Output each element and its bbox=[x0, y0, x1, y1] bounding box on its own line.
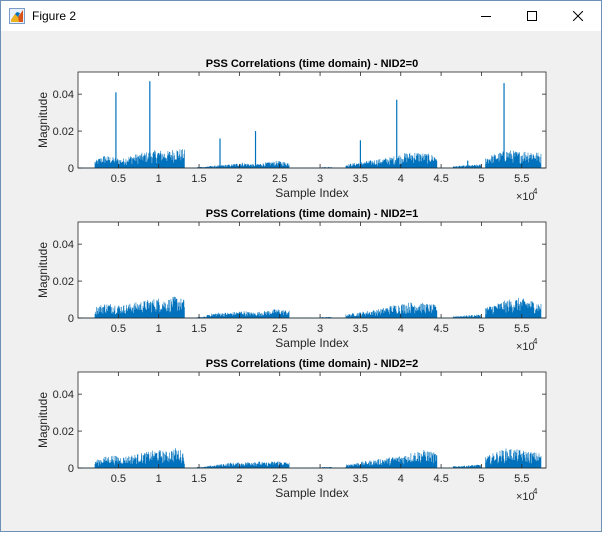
y-axis-label: Magnitude bbox=[36, 92, 50, 148]
x-tick-label: 4 bbox=[398, 323, 404, 335]
window-title: Figure 2 bbox=[32, 9, 77, 23]
plot-area bbox=[78, 222, 546, 318]
y-tick-label: 0.04 bbox=[53, 389, 74, 401]
axes-2[interactable]: 0.5 1 1.5 2 2.5 3 3.5 4 4.5 5 5.5 0 0.02 0.04 PSS Corr… bbox=[36, 358, 547, 503]
x-tick-label: 1.5 bbox=[191, 173, 206, 185]
x-axis-label: Sample Index bbox=[275, 186, 348, 200]
maximize-icon bbox=[527, 11, 537, 21]
title-bar[interactable]: Figure 2 bbox=[1, 1, 601, 31]
series-line bbox=[94, 296, 542, 318]
x-tick-label: 2 bbox=[236, 173, 242, 185]
x-tick-label: 3 bbox=[317, 473, 323, 485]
plot-area bbox=[78, 372, 546, 468]
x-tick-label: 3 bbox=[317, 323, 323, 335]
y-tick-label: 0.02 bbox=[53, 126, 74, 138]
y-tick-label: 0.04 bbox=[53, 239, 74, 251]
y-axis-label: Magnitude bbox=[36, 392, 50, 448]
plot-area bbox=[78, 72, 546, 168]
axes-box bbox=[77, 71, 547, 169]
x-tick-label: 1.5 bbox=[191, 323, 206, 335]
x-tick-label: 2.5 bbox=[272, 473, 287, 485]
x-tick-label: 2.5 bbox=[272, 323, 287, 335]
x-tick-label: 1.5 bbox=[191, 473, 206, 485]
figure-canvas[interactable]: 0.5 1 1.5 2 2.5 3 3.5 4 4.5 5 5.5 0 0.02 0.04 PSS Corr… bbox=[2, 31, 600, 530]
x-tick-label: 4.5 bbox=[433, 173, 448, 185]
minimize-button[interactable] bbox=[463, 1, 509, 31]
maximize-button[interactable] bbox=[509, 1, 555, 31]
x-tick-label: 3 bbox=[317, 173, 323, 185]
series-line bbox=[94, 149, 542, 168]
x-exponent-label: ×10 bbox=[516, 341, 535, 353]
y-tick-label: 0.02 bbox=[53, 426, 74, 438]
y-tick-label: 0.04 bbox=[53, 89, 74, 101]
x-tick-label: 4.5 bbox=[433, 473, 448, 485]
x-tick-label: 5 bbox=[478, 323, 484, 335]
x-tick-label: 4.5 bbox=[433, 323, 448, 335]
x-tick-label: 2.5 bbox=[272, 173, 287, 185]
x-tick-label: 3.5 bbox=[353, 473, 368, 485]
axes-0[interactable]: 0.5 1 1.5 2 2.5 3 3.5 4 4.5 5 5.5 0 0.02 0.04 PSS Corr… bbox=[36, 58, 547, 203]
x-tick-label: 4 bbox=[398, 473, 404, 485]
x-tick-label: 3.5 bbox=[353, 173, 368, 185]
x-tick-label: 1 bbox=[156, 173, 162, 185]
x-tick-label: 0.5 bbox=[111, 473, 126, 485]
x-tick-label: 2 bbox=[236, 473, 242, 485]
y-tick-label: 0 bbox=[68, 463, 74, 475]
x-exponent-power: 4 bbox=[533, 337, 538, 346]
x-tick-label: 5.5 bbox=[514, 173, 529, 185]
x-exponent-label: ×10 bbox=[516, 491, 535, 503]
x-tick-label: 5 bbox=[478, 173, 484, 185]
x-tick-label: 1 bbox=[156, 473, 162, 485]
y-tick-label: 0 bbox=[68, 313, 74, 325]
x-exponent-label: ×10 bbox=[516, 191, 535, 203]
y-tick-label: 0.02 bbox=[53, 276, 74, 288]
x-tick-label: 3.5 bbox=[353, 323, 368, 335]
minimize-icon bbox=[481, 11, 491, 21]
axes-title: PSS Correlations (time domain) - NID2=1 bbox=[206, 208, 418, 220]
x-axis-label: Sample Index bbox=[275, 486, 348, 500]
x-tick-label: 5.5 bbox=[514, 323, 529, 335]
x-exponent-power: 4 bbox=[533, 487, 538, 496]
x-tick-label: 4 bbox=[398, 173, 404, 185]
x-tick-label: 5 bbox=[478, 473, 484, 485]
y-axis-label: Magnitude bbox=[36, 242, 50, 298]
x-exponent-power: 4 bbox=[533, 187, 538, 196]
figure-svg: 0.5 1 1.5 2 2.5 3 3.5 4 4.5 5 5.5 0 0.02 0.04 PSS Corr… bbox=[36, 58, 547, 503]
close-icon bbox=[573, 11, 583, 21]
x-axis-label: Sample Index bbox=[275, 336, 348, 350]
x-tick-label: 5.5 bbox=[514, 473, 529, 485]
axes-1[interactable]: 0.5 1 1.5 2 2.5 3 3.5 4 4.5 5 5.5 0 0.02 0.04 PSS Corr… bbox=[36, 208, 547, 353]
series-line bbox=[94, 448, 542, 468]
x-tick-label: 2 bbox=[236, 323, 242, 335]
axes-box bbox=[77, 221, 547, 319]
matlab-figure-icon bbox=[9, 8, 25, 24]
axes-box bbox=[77, 371, 547, 469]
axes-title: PSS Correlations (time domain) - NID2=2 bbox=[206, 358, 418, 370]
y-tick-label: 0 bbox=[68, 163, 74, 175]
x-tick-label: 1 bbox=[156, 323, 162, 335]
axes-title: PSS Correlations (time domain) - NID2=0 bbox=[206, 58, 418, 70]
x-tick-label: 0.5 bbox=[111, 323, 126, 335]
x-tick-label: 0.5 bbox=[111, 173, 126, 185]
close-button[interactable] bbox=[555, 1, 601, 31]
